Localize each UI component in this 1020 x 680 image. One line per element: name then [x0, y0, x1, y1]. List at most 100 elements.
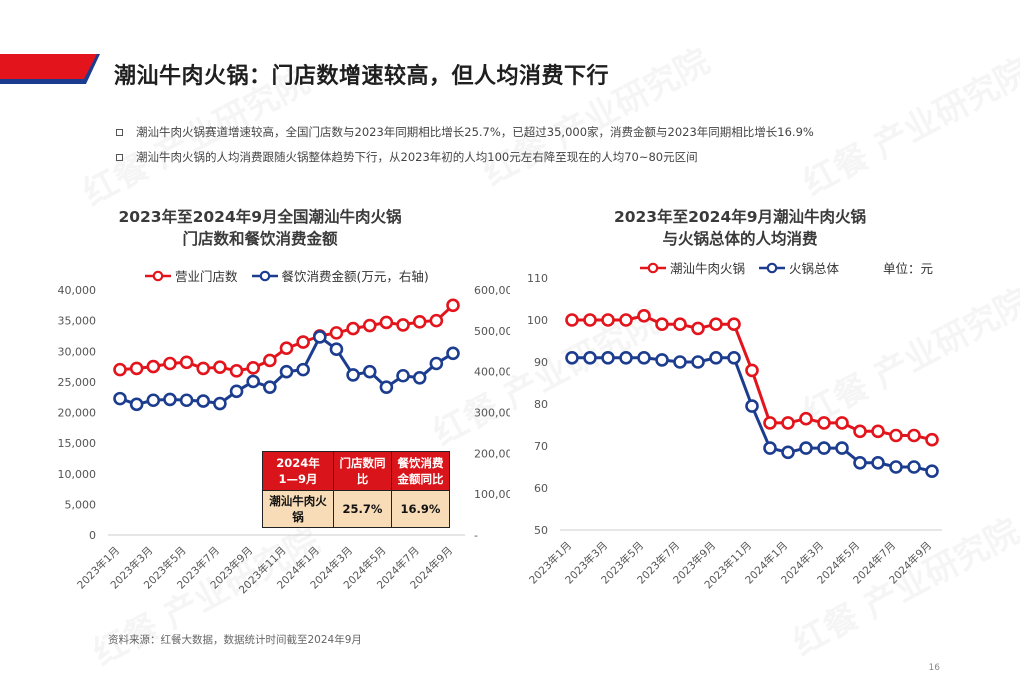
- red-line-marker-icon: [145, 270, 171, 281]
- chaoshan-series-point: [709, 317, 723, 332]
- stores-series-point: [329, 326, 344, 340]
- stat-header-stores: 门店数同 比: [333, 451, 392, 491]
- hotpot-total-series-point: [781, 445, 795, 460]
- y-left-tick-label: 20,000: [58, 407, 97, 420]
- left-chart-legend: 营业门店数 餐饮消费金额(万元，右轴): [145, 266, 443, 285]
- y-tick-label: 70: [534, 440, 548, 453]
- left-chart-title-line2: 门店数和餐饮消费金额: [182, 230, 338, 248]
- hotpot-total-series-point: [871, 456, 885, 470]
- y-left-tick-label: 30,000: [58, 345, 97, 358]
- left-chart-title-line1: 2023年至2024年9月全国潮汕牛肉火锅: [118, 208, 402, 226]
- spend-series-point: [279, 364, 294, 379]
- y-tick-label: 90: [534, 356, 548, 369]
- spend-series-point: [296, 362, 310, 377]
- y-left-tick-label: 35,000: [58, 315, 97, 328]
- chaoshan-series-point: [619, 313, 633, 327]
- chaoshan-series-point: [565, 313, 579, 327]
- chaoshan-series-point: [871, 424, 885, 439]
- watermark: 红餐 产业研究院: [796, 51, 1020, 204]
- stores-series-point: [146, 359, 161, 374]
- chaoshan-series-point: [637, 308, 651, 323]
- blue-line-marker-icon: [759, 262, 786, 273]
- y-left-tick-label: 40,000: [58, 284, 97, 297]
- page-number: 16: [928, 663, 940, 673]
- stores-series-point: [279, 341, 294, 355]
- hotpot-total-series-point: [673, 355, 687, 369]
- chaoshan-series-point: [745, 363, 759, 378]
- y-left-tick-label: 5,000: [65, 498, 97, 511]
- chaoshan-series-point: [835, 416, 849, 430]
- chaoshan-series-point: [691, 321, 705, 336]
- spend-series-point: [379, 380, 394, 394]
- red-line-marker-icon: [640, 262, 666, 273]
- spend-series-point: [362, 364, 377, 379]
- hotpot-total-series-point: [817, 441, 831, 455]
- legend-item-chaoshan: 潮汕牛肉火锅: [640, 258, 745, 277]
- y-right-tick-label: 100,000: [474, 488, 510, 501]
- stat-value-spend: 16.9%: [391, 490, 450, 528]
- y-left-tick-label: 0: [89, 529, 96, 542]
- stores-series-point: [362, 318, 377, 333]
- stores-series-point: [113, 362, 127, 377]
- spend-series-point: [213, 396, 227, 411]
- chaoshan-series-point: [925, 432, 939, 447]
- y-left-tick-label: 10,000: [58, 468, 97, 481]
- square-bullet-icon: [116, 154, 123, 161]
- right-chart-title: 2023年至2024年9月潮汕牛肉火锅 与火锅总体的人均消费: [540, 206, 940, 250]
- spend-series-point: [246, 374, 260, 389]
- hotpot-total-series-point: [601, 351, 615, 365]
- y-right-tick-label: 600,000: [474, 284, 510, 297]
- legend-item-spend: 餐饮消费金额(万元，右轴): [251, 266, 429, 285]
- legend-label: 潮汕牛肉火锅: [670, 261, 746, 276]
- hotpot-total-series-point: [583, 351, 597, 365]
- stores-series-point: [446, 298, 460, 313]
- chaoshan-series-point: [907, 428, 921, 443]
- spend-series-point: [312, 330, 327, 344]
- bullet-item: 潮汕牛肉火锅的人均消费跟随火锅整体趋势下行，从2023年初的人均100元左右降至…: [116, 145, 814, 170]
- right-chart: 50607080901001102023年1月2023年3月2023年5月202…: [526, 272, 942, 591]
- right-chart-title-line1: 2023年至2024年9月潮汕牛肉火锅: [613, 208, 867, 226]
- stores-series-point: [163, 356, 177, 371]
- stores-series-point: [179, 355, 194, 370]
- hotpot-total-series-point: [925, 464, 939, 478]
- right-chart-title-line2: 与火锅总体的人均消费: [662, 230, 818, 248]
- legend-label: 营业门店数: [175, 269, 238, 284]
- chaoshan-series-line: [572, 314, 933, 442]
- spend-series-point: [446, 346, 460, 361]
- spend-series-point: [229, 384, 244, 399]
- y-right-tick-label: -: [474, 529, 478, 542]
- left-chart-title: 2023年至2024年9月全国潮汕牛肉火锅 门店数和餐饮消费金额: [60, 206, 460, 250]
- spend-series-point: [346, 368, 360, 382]
- unit-label: 单位：元: [883, 261, 934, 276]
- y-right-tick-label: 300,000: [474, 407, 510, 420]
- hotpot-total-series-point: [565, 351, 579, 365]
- hotpot-total-series-point: [763, 441, 777, 455]
- legend-item-stores: 营业门店数: [145, 266, 238, 285]
- hotpot-total-series-point: [691, 355, 705, 369]
- hotpot-total-series-point: [655, 353, 669, 367]
- right-chart-legend: 潮汕牛肉火锅 火锅总体: [640, 258, 853, 277]
- y-tick-label: 100: [527, 314, 548, 327]
- stores-series-point: [396, 318, 410, 332]
- stores-series-point: [196, 361, 211, 376]
- hotpot-total-series-point: [835, 441, 849, 455]
- chaoshan-series-point: [727, 317, 741, 332]
- hotpot-total-series-point: [907, 460, 921, 474]
- stores-series-point: [263, 353, 277, 368]
- hotpot-total-series-point: [799, 441, 813, 455]
- spend-series-point: [146, 393, 161, 408]
- y-left-tick-label: 25,000: [58, 376, 97, 389]
- stores-series-point: [296, 335, 310, 349]
- chaoshan-series-point: [853, 424, 867, 439]
- spend-series-point: [196, 394, 211, 408]
- hotpot-total-series-point: [745, 399, 759, 413]
- bullet-item: 潮汕牛肉火锅赛道增速较高，全国门店数与2023年同期相比增长25.7%，已超过3…: [116, 120, 814, 145]
- y-tick-label: 110: [527, 272, 548, 285]
- chaoshan-series-point: [583, 313, 597, 327]
- y-right-tick-label: 500,000: [474, 325, 510, 338]
- hotpot-total-series-point: [637, 351, 651, 365]
- legend-item-hotpot-total: 火锅总体: [759, 258, 839, 277]
- hotpot-total-series-point: [727, 351, 741, 365]
- y-tick-label: 50: [534, 524, 548, 537]
- stores-series-point: [229, 364, 244, 378]
